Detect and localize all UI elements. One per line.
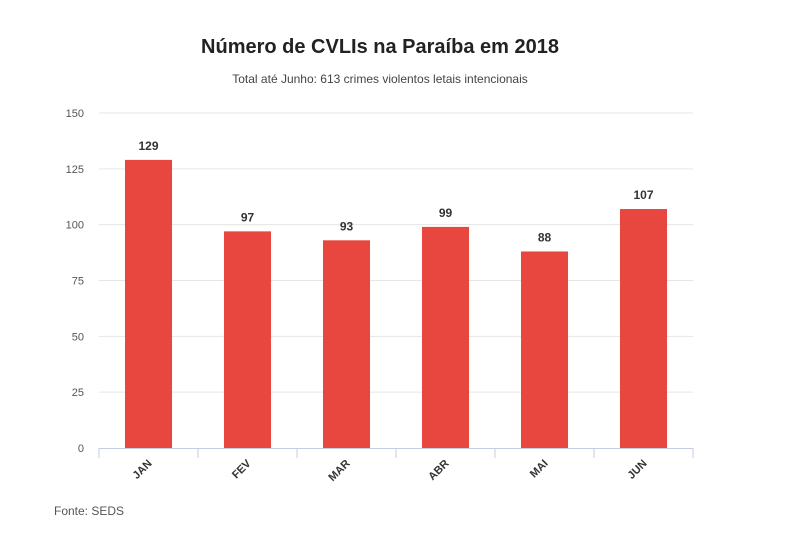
x-tick-label: MAR bbox=[326, 458, 352, 484]
x-tick-label: JUN bbox=[626, 458, 650, 482]
data-labels: 129 97 93 99 88 107 bbox=[138, 139, 653, 245]
x-tick-label: FEV bbox=[230, 457, 254, 481]
x-axis: JAN FEV MAR ABR MAI JUN bbox=[98, 448, 694, 484]
x-tick-label: MAI bbox=[528, 458, 551, 481]
bar-mai[interactable] bbox=[520, 251, 569, 448]
y-tick-label: 25 bbox=[72, 387, 84, 399]
data-label: 93 bbox=[340, 219, 354, 233]
chart-subtitle: Total até Junho: 613 crimes violentos le… bbox=[232, 72, 528, 86]
data-label: 99 bbox=[439, 206, 453, 220]
gridlines bbox=[99, 112, 693, 393]
source-note: Fonte: SEDS bbox=[54, 504, 125, 518]
chart-title: Número de CVLIs na Paraíba em 2018 bbox=[201, 36, 559, 58]
data-label: 97 bbox=[241, 210, 255, 224]
x-tick-label: ABR bbox=[426, 458, 451, 483]
bar-fev[interactable] bbox=[223, 231, 272, 448]
y-tick-label: 150 bbox=[66, 108, 84, 120]
y-tick-label: 0 bbox=[78, 443, 84, 455]
y-tick-label: 125 bbox=[66, 164, 84, 176]
y-tick-label: 75 bbox=[72, 276, 84, 288]
data-label: 107 bbox=[633, 188, 653, 202]
bar-jan[interactable] bbox=[124, 159, 173, 448]
bar-jun[interactable] bbox=[619, 209, 668, 448]
y-axis-ticks: 0 25 50 75 100 125 150 bbox=[66, 108, 84, 455]
data-label: 129 bbox=[138, 139, 158, 153]
bar-abr[interactable] bbox=[421, 226, 470, 448]
y-tick-label: 100 bbox=[66, 220, 84, 232]
bar-mar[interactable] bbox=[322, 240, 371, 448]
bars bbox=[124, 159, 668, 448]
y-tick-label: 50 bbox=[72, 331, 84, 343]
x-tick-label: JAN bbox=[131, 458, 155, 482]
data-label: 88 bbox=[538, 230, 552, 244]
